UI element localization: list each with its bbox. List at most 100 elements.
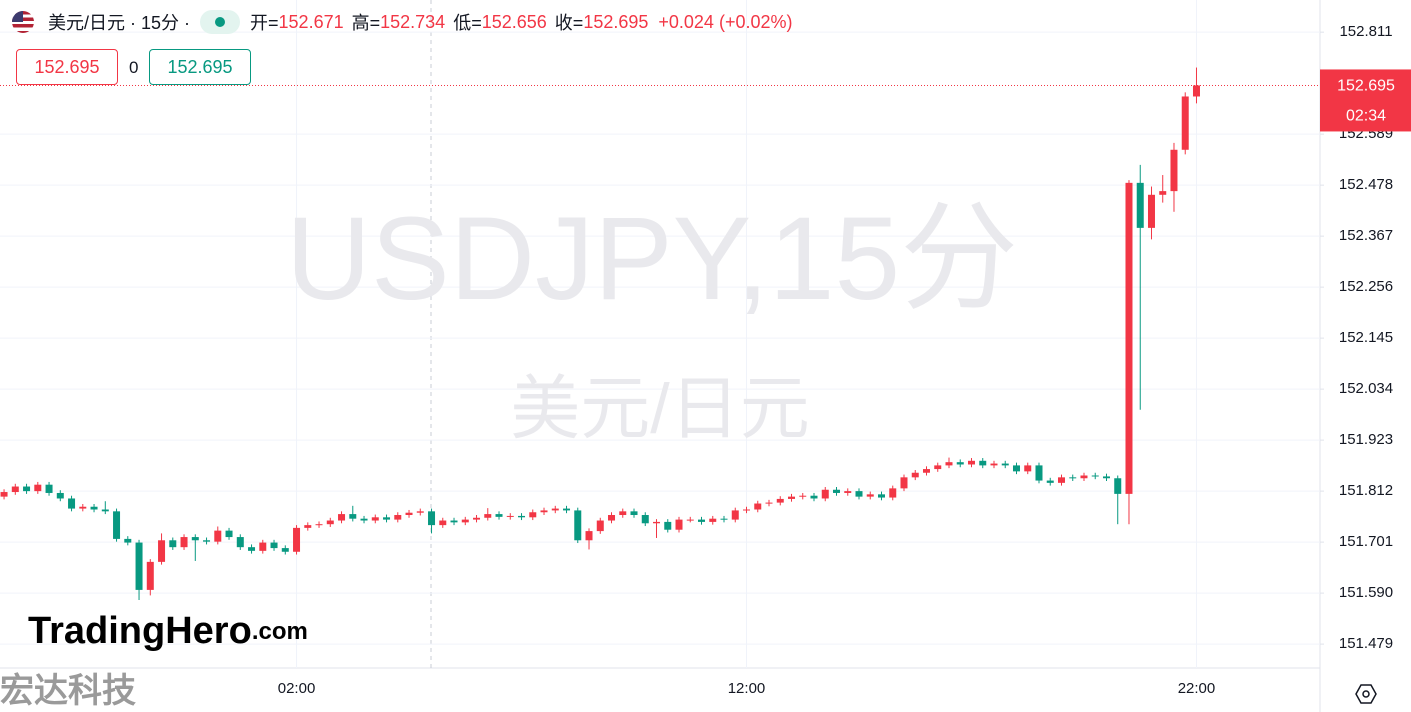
settings-icon[interactable] [1355, 684, 1377, 704]
watermark: USDJPY,15分 美元/日元 [286, 193, 1018, 447]
y-tick-label: 151.590 [1339, 584, 1393, 601]
candle-body [630, 511, 638, 516]
candle-body [180, 537, 188, 548]
candle-body [495, 514, 503, 517]
spread: 0 [129, 58, 139, 77]
candle-body [675, 519, 683, 530]
y-tick-label: 152.811 [1339, 23, 1392, 40]
candle-body [248, 547, 256, 551]
candle-body [371, 517, 379, 521]
x-tick-label: 12:00 [728, 680, 766, 697]
logo-name: TradingHero [28, 610, 252, 652]
candle-body [135, 542, 143, 590]
logo: TradingHero.com [28, 610, 308, 652]
candle-body [551, 508, 559, 511]
candle-body [360, 518, 368, 521]
change: +0.024 (+0.02%) [658, 11, 793, 32]
candle-body [1057, 477, 1065, 483]
candle-body [608, 515, 616, 521]
candle-body [1147, 194, 1155, 228]
candle-body [383, 517, 391, 520]
logo-domain: .com [252, 618, 308, 645]
candle-body [518, 515, 526, 518]
candle-body [866, 494, 874, 497]
y-tick-label: 151.479 [1339, 635, 1393, 652]
candle-body [686, 519, 694, 521]
price-timer: 02:34 [1346, 108, 1386, 125]
candle-body [1114, 478, 1122, 494]
candle-body [653, 521, 661, 524]
x-tick-label: 02:00 [278, 680, 316, 697]
candle-body [450, 520, 458, 523]
candle-body [473, 517, 481, 520]
y-tick-label: 152.034 [1339, 380, 1393, 397]
candle-body [394, 515, 402, 520]
candle-body [304, 525, 312, 528]
symbol: 美元/日元 · 15分 · [48, 13, 191, 33]
candle-body [214, 530, 222, 542]
candle-body [124, 538, 132, 543]
grid [0, 0, 1320, 668]
candle-body [1159, 191, 1167, 195]
y-tick-label: 151.701 [1339, 533, 1393, 550]
candle-body [585, 531, 593, 541]
candle-body [1170, 149, 1178, 192]
candle-body [821, 489, 829, 499]
sell-button[interactable]: 152.695 [16, 49, 118, 85]
candle-body [34, 484, 42, 492]
header: 美元/日元 · 15分 · 开= 152.671 高= 152.734 低= 152.… [12, 8, 793, 36]
candle-body [765, 502, 773, 504]
buy-button[interactable]: 152.695 [149, 49, 251, 85]
y-tick-label: 151.923 [1339, 431, 1393, 448]
candle-body [439, 520, 447, 526]
candle-body [56, 492, 64, 499]
price-label: 152.695 [1337, 78, 1395, 95]
candle-body [315, 524, 323, 526]
candle-body [754, 503, 762, 510]
y-tick-label: 152.256 [1339, 278, 1393, 295]
candle-body [79, 506, 87, 509]
company: 宏达科技 [0, 671, 136, 710]
candle-body [810, 495, 818, 499]
candle-body [416, 511, 424, 513]
candle-body [428, 511, 436, 526]
candle-body [889, 488, 897, 498]
candle-body [113, 511, 121, 539]
candle-body [596, 520, 604, 532]
candle-body [461, 519, 469, 523]
candle-body [203, 540, 211, 542]
watermark-ticker: USDJPY,15分 [286, 193, 1018, 325]
candle-body [191, 537, 199, 541]
candle-body [281, 548, 289, 552]
candle-body [349, 514, 357, 519]
candle-body [90, 506, 98, 510]
candle-body [1001, 463, 1009, 466]
candle-body [169, 540, 177, 548]
candle-body [338, 514, 346, 521]
watermark-name: 美元/日元 [510, 369, 809, 447]
plot-area [0, 0, 1320, 668]
candle-body [68, 498, 76, 509]
close-label: 收= [554, 13, 584, 33]
y-tick-label: 152.478 [1339, 176, 1393, 193]
candle-body [236, 537, 244, 548]
x-tick-label: 22:00 [1178, 680, 1216, 697]
candle-body [1102, 476, 1110, 479]
candle-body [563, 508, 571, 511]
candle-body [1012, 465, 1020, 472]
candle-body [799, 495, 807, 497]
candle-body [506, 515, 514, 517]
close-value: 152.695 [583, 11, 649, 32]
candle-body [855, 491, 863, 497]
candle-body [743, 509, 751, 511]
candle-body [1046, 480, 1054, 483]
candle-body [833, 489, 841, 493]
open-label: 开= [250, 13, 279, 33]
candle-body [484, 514, 492, 518]
candle-body [574, 510, 582, 541]
candle-body [326, 520, 334, 525]
candle-body [158, 540, 166, 562]
candle-body [1091, 475, 1099, 477]
status[interactable] [200, 10, 241, 34]
candle-body [405, 512, 413, 516]
